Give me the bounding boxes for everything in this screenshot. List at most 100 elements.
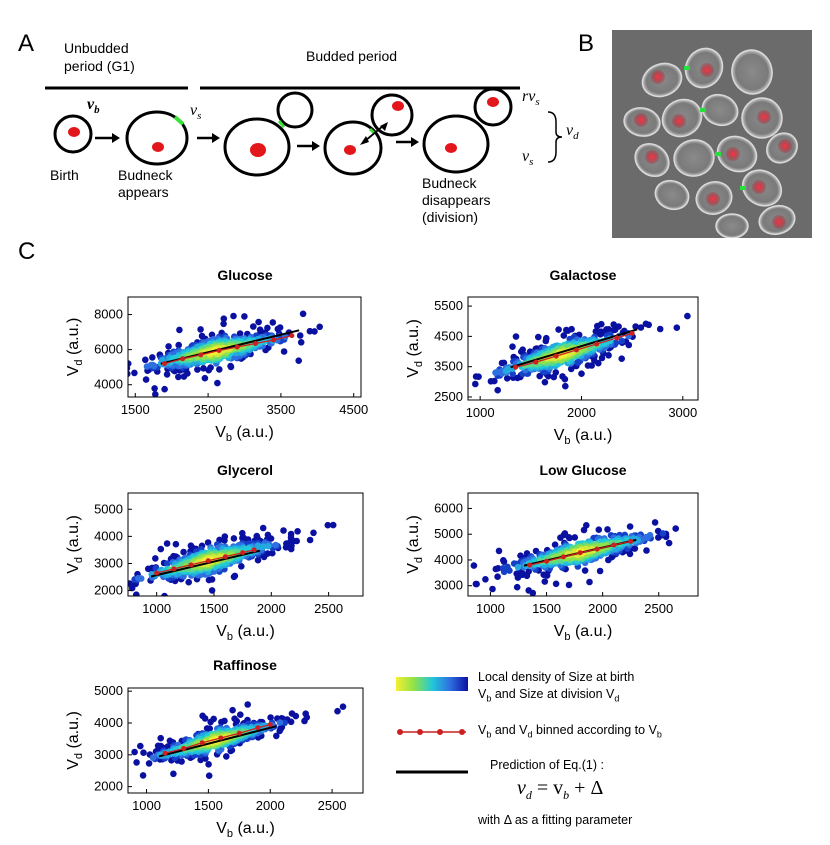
scatter-point (310, 529, 317, 537)
scatter-point (163, 371, 171, 378)
scatter-point (472, 580, 480, 588)
scatter-point (244, 701, 251, 708)
budded-period-label: Budded period (306, 48, 398, 64)
nucleus-fluorescence (772, 215, 786, 229)
scatter-point (142, 376, 150, 383)
scatter-point (201, 374, 209, 382)
x-axis-label: Vb (a.u.) (554, 427, 613, 447)
scatter-point (264, 542, 272, 550)
binned-point (255, 725, 261, 731)
y-tick-label: 5000 (94, 501, 123, 516)
arrow-icon (212, 133, 220, 143)
scatter-point (541, 378, 549, 386)
nucleus-fluorescence (706, 192, 720, 206)
binned-point (162, 750, 168, 756)
vs-label: vs (190, 102, 202, 123)
scatter-point (70, 592, 77, 599)
x-axis-label: Vb (a.u.) (554, 623, 613, 643)
nucleus (445, 143, 457, 153)
scatter-point (238, 563, 245, 570)
scatter-point (559, 373, 566, 380)
scatter-point (276, 719, 284, 726)
scatter-point (597, 331, 604, 338)
x-axis-label: Vb (a.u.) (216, 623, 275, 643)
binned-point (594, 546, 600, 552)
chart-title: Raffinose (213, 657, 277, 673)
scatter-point (566, 534, 573, 542)
scatter-point (142, 356, 149, 364)
x-tick-label: 3500 (266, 402, 295, 417)
scatter-point (165, 343, 172, 350)
y-axis-label: Vd (a.u.) (65, 318, 85, 377)
scatter-point (280, 527, 287, 534)
scatter-point (269, 319, 277, 326)
x-tick-label: 1500 (532, 601, 561, 616)
x-tick-label: 1000 (476, 601, 505, 616)
scatter-point (684, 312, 691, 320)
scatter-point (457, 570, 464, 577)
scatter-point (111, 362, 118, 369)
scatter-point (595, 526, 603, 533)
scatter-point (562, 382, 569, 390)
scatter-point (204, 539, 212, 546)
scatter-point (665, 539, 673, 547)
nucleus-fluorescence (672, 114, 686, 128)
nucleus (250, 143, 266, 157)
vb-label: vb (87, 96, 100, 117)
x-tick-label: 2500 (644, 601, 673, 616)
y-tick-label: 4000 (94, 528, 123, 543)
arrow-icon (411, 137, 419, 147)
binned-point (222, 554, 228, 560)
scatter-point (316, 323, 324, 331)
scatter-point (525, 568, 532, 575)
scatter-point (55, 610, 62, 617)
x-tick-label: 2500 (314, 601, 343, 616)
scatter-point (115, 573, 122, 580)
binned-point (560, 554, 566, 560)
scatter-point (494, 573, 501, 580)
scatter-point (514, 563, 522, 571)
x-tick-label: 2000 (567, 405, 596, 420)
binned-point (267, 722, 273, 728)
budneck-mark (173, 115, 185, 126)
scatter-point (604, 526, 611, 533)
binned-point (234, 344, 240, 350)
scatter-point (267, 714, 274, 721)
x-tick-label: 4500 (339, 402, 368, 417)
cell-cycle-schematic (45, 86, 563, 177)
fit-line (158, 725, 277, 758)
scatter-point (163, 560, 171, 567)
scatter-point (223, 753, 230, 760)
binned-point (216, 348, 222, 354)
scatter-point (552, 369, 560, 376)
chart-title: Low Glucose (539, 462, 626, 478)
yeast-cell (715, 213, 749, 238)
scatter-point (260, 543, 267, 551)
nucleus (344, 145, 356, 155)
scatter-point (205, 761, 212, 768)
scatter-point (578, 370, 585, 378)
y-tick-label: 2500 (434, 389, 463, 404)
chart-title: Galactose (550, 267, 617, 283)
scatter-point (236, 330, 244, 337)
scatter-point (152, 391, 159, 397)
scatter-point (294, 528, 301, 535)
binned-point (544, 558, 550, 564)
binned-point (188, 562, 194, 568)
legend-fit-note: with Δ as a fitting parameter (478, 813, 633, 827)
binned-point (236, 730, 242, 736)
scatter-point (489, 585, 496, 593)
budneck-fluorescence (740, 186, 746, 190)
equation: vd = vb + Δ (517, 777, 604, 802)
x-axis-label: Vb (a.u.) (215, 424, 274, 444)
plot-frame (467, 492, 699, 597)
binned-point (629, 330, 635, 336)
scatter-point (295, 357, 303, 365)
legend-prediction-text: Prediction of Eq.(1) : (490, 758, 604, 772)
scatter-point (259, 524, 267, 532)
legend-swatches (396, 677, 468, 774)
scatter-point (207, 718, 214, 726)
scatter-point (206, 725, 213, 732)
y-tick-label: 3000 (94, 747, 123, 762)
